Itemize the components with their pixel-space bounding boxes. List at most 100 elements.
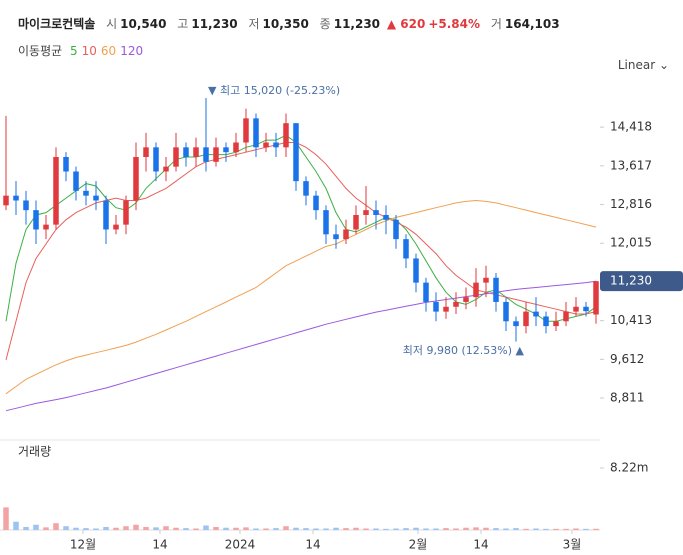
candle-body xyxy=(313,195,319,211)
volume-bar xyxy=(513,528,519,530)
candle-body xyxy=(583,306,589,312)
candle-body xyxy=(373,210,379,215)
candle-body xyxy=(173,147,179,167)
volume-bar xyxy=(453,528,459,530)
candle-body xyxy=(523,311,529,327)
ma-title: 이동평균 xyxy=(18,44,63,58)
volume-bar xyxy=(523,528,529,530)
volume-bar xyxy=(203,525,209,530)
candle-body xyxy=(253,118,259,148)
ma-legend-item: 5 xyxy=(70,44,78,58)
volume-bar xyxy=(533,528,539,530)
ma-line xyxy=(5,134,597,322)
candle-body xyxy=(93,195,99,201)
candle-body xyxy=(133,156,139,201)
volume-bar xyxy=(323,528,329,530)
y-tick-label: 9,612 xyxy=(610,352,644,366)
x-tick-label: 3월 xyxy=(563,538,582,552)
volume-bar xyxy=(163,526,169,530)
y-tick-label: 12,816 xyxy=(610,197,652,211)
volume-bar xyxy=(33,524,39,530)
quote-header: 마이크로컨텍솔 시 10,540 고 11,230 저 10,350 종 11,230 … xyxy=(18,15,563,32)
volume-bar xyxy=(433,528,439,530)
candle-body xyxy=(443,306,449,312)
high-label: 고 xyxy=(177,17,189,31)
volume-bar xyxy=(483,527,489,530)
volume-bar xyxy=(363,528,369,530)
candle-body xyxy=(403,239,409,259)
candle-body xyxy=(73,171,79,191)
y-tick-label: 10,413 xyxy=(610,313,652,327)
candle-body xyxy=(143,147,149,157)
ma-legend: 이동평균 5 10 60 120 xyxy=(18,42,147,59)
volume-title: 거래량 xyxy=(18,445,51,459)
candle-body xyxy=(153,147,159,172)
scale-label: Linear xyxy=(617,58,656,72)
close-label: 종 xyxy=(319,17,331,31)
x-tick-label: 12월 xyxy=(70,538,96,552)
x-tick-label: 2024 xyxy=(225,538,256,552)
candle-body xyxy=(3,195,9,206)
candle-body xyxy=(193,147,199,157)
volume-bar xyxy=(303,528,309,530)
volume-bar xyxy=(263,528,269,530)
candle-body xyxy=(343,229,349,240)
candle-body xyxy=(43,224,49,230)
candle-body xyxy=(183,147,189,157)
candle-body xyxy=(353,214,359,230)
volume-bar xyxy=(283,526,289,530)
candle-body xyxy=(13,195,19,201)
volume-bar xyxy=(273,528,279,530)
last-price-label: 11,230 xyxy=(610,274,652,288)
candle-body xyxy=(563,311,569,322)
volume-bar xyxy=(183,528,189,530)
candle-body xyxy=(23,200,29,211)
candle-body xyxy=(363,210,369,215)
change: ▲ 620 xyxy=(386,17,426,31)
volume-bar xyxy=(563,528,569,530)
candle-body xyxy=(243,118,249,143)
candle-body xyxy=(203,147,209,162)
y-tick-label: 12,015 xyxy=(610,236,652,250)
candle-body xyxy=(123,200,129,225)
volume-bar xyxy=(353,527,359,530)
candle-body xyxy=(53,156,59,225)
volume-bar xyxy=(423,528,429,530)
candle-body xyxy=(323,210,329,235)
candle-body xyxy=(533,311,539,317)
candle-body xyxy=(543,316,549,327)
volume-bar xyxy=(93,528,99,530)
y-tick-label: 8,811 xyxy=(610,391,644,405)
volume-bar xyxy=(553,528,559,530)
candle-body xyxy=(453,301,459,307)
x-tick-label: 14 xyxy=(152,538,167,552)
high-value: 11,230 xyxy=(191,17,238,31)
last-price-badge xyxy=(600,271,683,292)
volume-bar xyxy=(3,507,9,530)
candle-body xyxy=(423,282,429,302)
x-tick-label: 2월 xyxy=(409,538,428,552)
candle-body xyxy=(383,214,389,220)
x-tick-label: 14 xyxy=(305,538,320,552)
candle-body xyxy=(273,142,279,148)
candle-body xyxy=(213,147,219,162)
volume-bar xyxy=(393,528,399,530)
volume-bar xyxy=(53,523,59,530)
volume-bar xyxy=(13,521,19,530)
volume-bar xyxy=(23,526,29,530)
candle-body xyxy=(113,224,119,230)
candle-body xyxy=(263,142,269,148)
volume-bar xyxy=(193,528,199,530)
candle-body xyxy=(513,321,519,327)
candle-body xyxy=(573,306,579,312)
volume-label: 거 xyxy=(490,17,502,31)
scale-button[interactable]: Linear ⌄ xyxy=(617,58,669,72)
volume-bar xyxy=(383,528,389,530)
volume-bar xyxy=(343,528,349,530)
candle-body xyxy=(473,282,479,298)
volume-bar xyxy=(403,528,409,530)
volume-bar xyxy=(573,528,579,530)
volume-bar xyxy=(43,527,49,530)
candle-body xyxy=(333,234,339,240)
